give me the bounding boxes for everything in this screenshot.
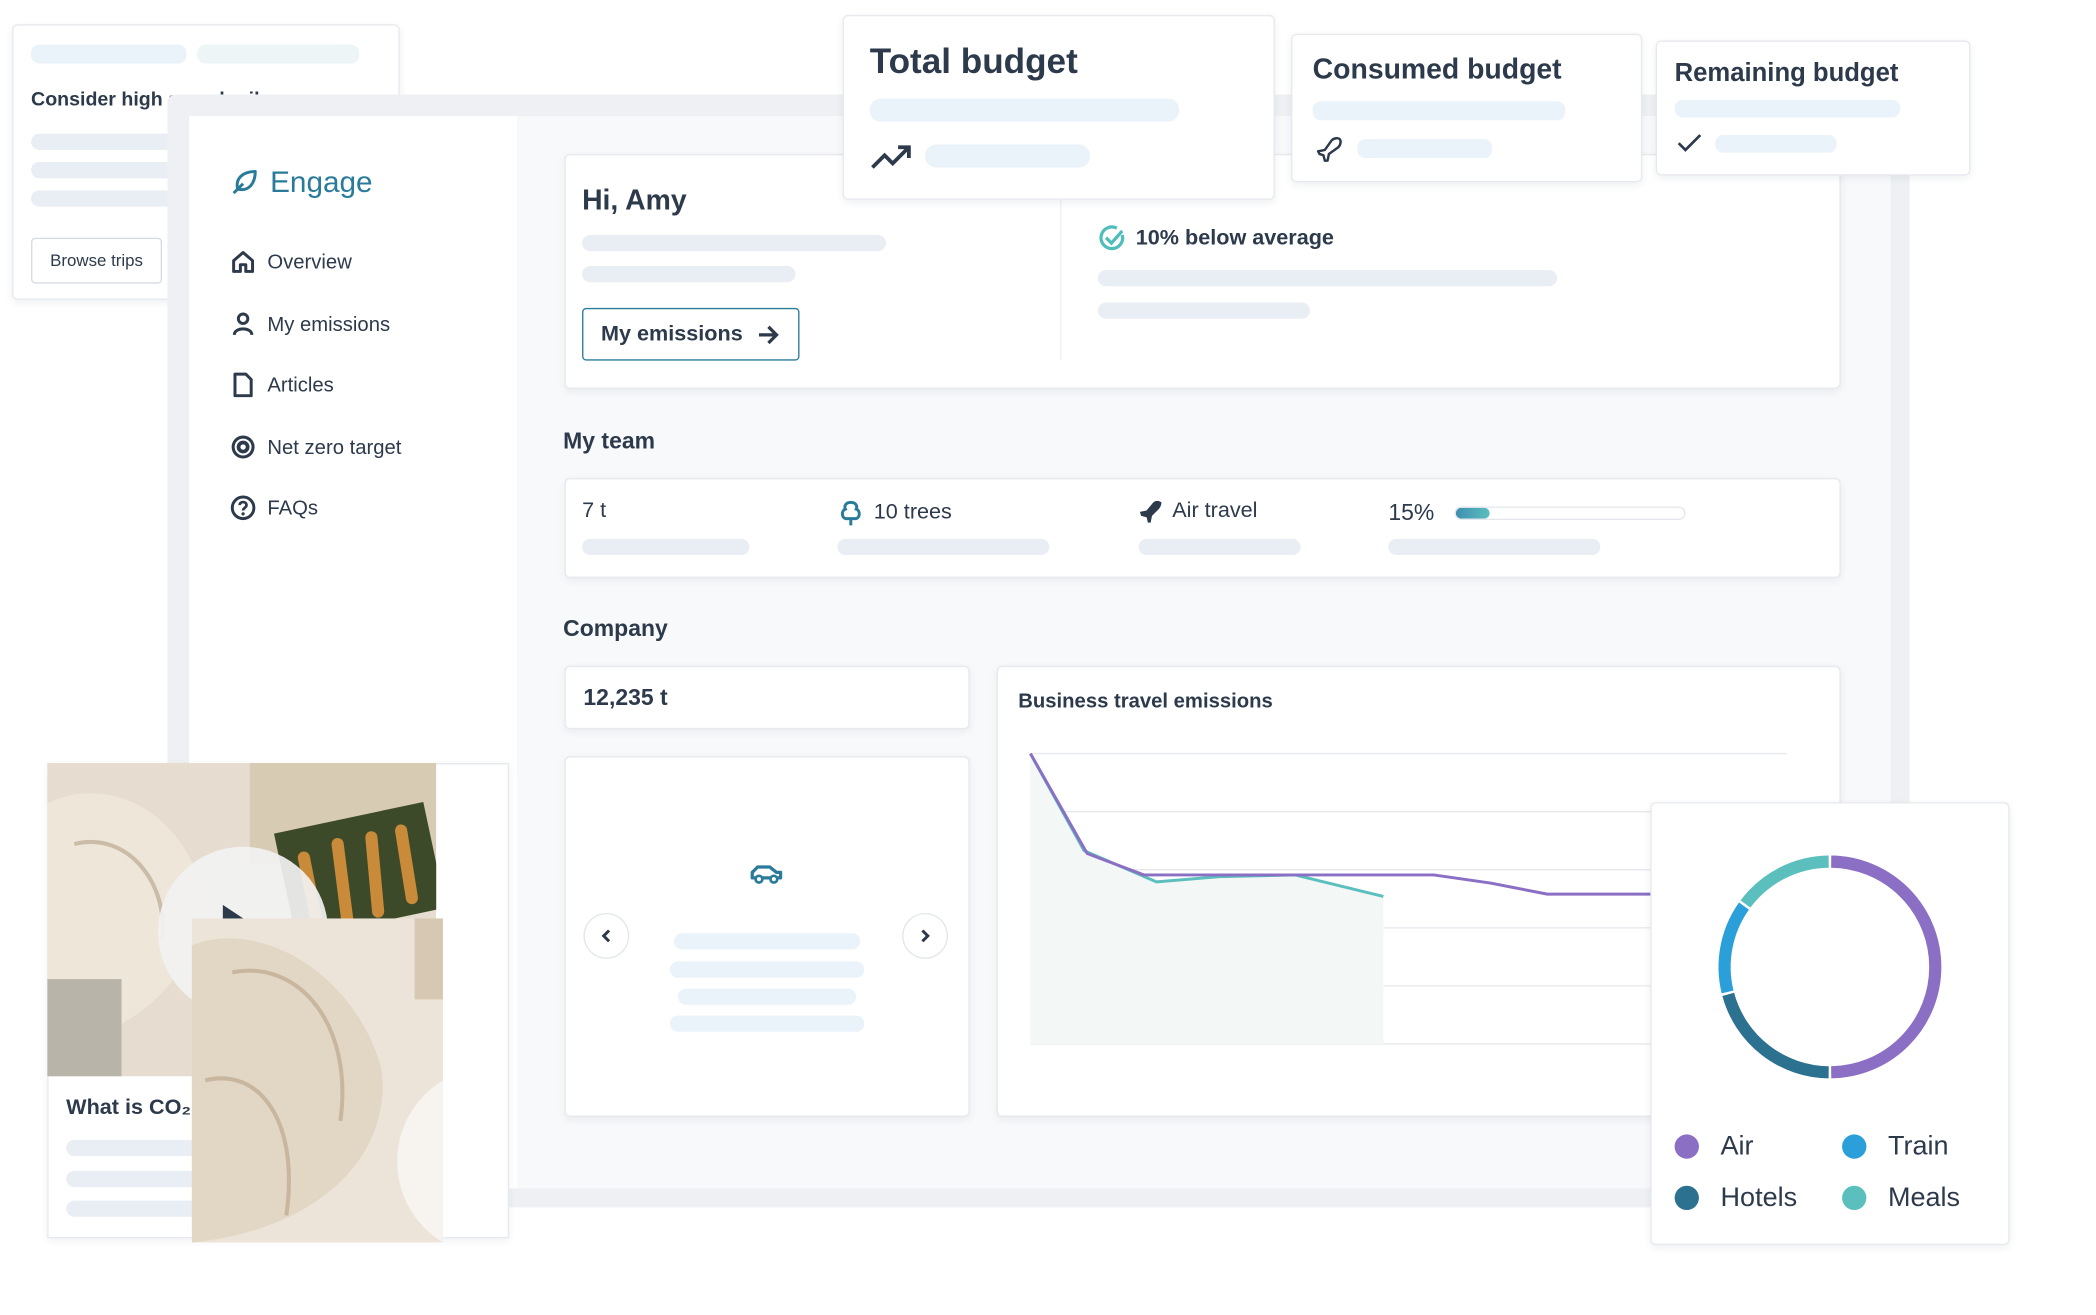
logo[interactable]: Engage <box>230 165 373 200</box>
budget-title: Consumed budget <box>1312 54 1562 86</box>
donut-segment <box>1831 855 1942 1079</box>
legend-swatch <box>1842 1134 1867 1159</box>
team-share: 15% <box>1388 500 1434 527</box>
article-title: What is CO₂ <box>66 1096 192 1120</box>
overlay-photo <box>191 918 443 1243</box>
nav-item[interactable]: My emissions <box>230 311 391 338</box>
donut-card <box>1650 802 2010 1246</box>
team-card <box>564 478 1841 579</box>
donut-chart <box>1718 855 1942 1079</box>
plane-icon <box>1316 137 1342 162</box>
stat-text: 10 trees <box>873 501 952 524</box>
file-icon <box>233 372 253 398</box>
stat-text: Air travel <box>1172 499 1258 523</box>
legend-label: Meals <box>1887 1182 1961 1213</box>
tick-icon <box>1677 134 1702 152</box>
legend-swatch <box>1842 1185 1867 1211</box>
comparison-text: 10% below average <box>1135 226 1334 250</box>
person-icon <box>232 312 254 336</box>
team-category: Air travel <box>1138 500 1257 524</box>
next-button[interactable] <box>902 912 949 959</box>
check-icon <box>1099 225 1125 251</box>
car-icon <box>750 865 783 884</box>
area <box>1030 753 1384 1044</box>
progress-fill <box>1455 507 1491 519</box>
legend-item: Air <box>1674 1121 1842 1172</box>
budget-card: Total budget <box>842 14 1275 200</box>
legend-label: Train <box>1887 1131 1949 1161</box>
nav-item[interactable]: Articles <box>230 371 334 398</box>
browse-trips-button[interactable]: Browse trips <box>31 237 163 284</box>
legend-swatch <box>1674 1185 1699 1211</box>
carousel-card <box>564 756 970 1117</box>
legend: Air Hotels Train Meals <box>1674 1121 2005 1224</box>
prev-button[interactable] <box>583 912 630 959</box>
legend-item: Meals <box>1842 1172 2004 1223</box>
chart-title: Business travel emissions <box>1018 690 1273 714</box>
nav-item[interactable]: Net zero target <box>230 434 402 461</box>
nav-label: Articles <box>267 373 334 397</box>
my-emissions-button[interactable]: My emissions <box>582 307 800 361</box>
budget-card: Remaining budget <box>1655 40 1971 176</box>
team-total: 7 t <box>582 500 606 524</box>
nav-label: FAQs <box>267 496 319 520</box>
progress-track <box>1454 506 1686 520</box>
legend-label: Air <box>1720 1131 1754 1161</box>
target-icon <box>231 435 255 459</box>
arrow-icon <box>758 324 779 344</box>
legend-item: Hotels <box>1674 1172 1842 1223</box>
budget-title: Total budget <box>869 40 1078 82</box>
plane-icon <box>1139 500 1162 523</box>
team-trees: 10 trees <box>837 500 952 527</box>
nav-item[interactable]: FAQs <box>230 494 318 521</box>
company-heading: Company <box>563 615 668 642</box>
stat-text: 15% <box>1388 499 1435 526</box>
legend-item: Train <box>1842 1121 2004 1172</box>
button-label: My emissions <box>601 322 743 346</box>
logo-icon <box>232 170 257 195</box>
chevron-right <box>921 929 930 943</box>
logo-text: Engage <box>270 164 373 199</box>
comparison: 10% below average <box>1098 224 1334 252</box>
greeting-title: Hi, Amy <box>582 185 687 217</box>
donut-segment <box>1740 855 1829 908</box>
trend-icon <box>871 145 911 169</box>
tree-icon <box>840 500 861 526</box>
help-icon <box>230 495 256 521</box>
nav-item[interactable]: Overview <box>230 248 352 275</box>
nav-label: My emissions <box>267 312 391 336</box>
chevron-left <box>601 929 611 943</box>
company-total: 12,235 t <box>583 684 668 711</box>
company-total-card: 12,235 t <box>564 665 970 730</box>
home-icon <box>232 251 255 273</box>
donut-segment <box>1722 992 1829 1079</box>
line <box>1029 752 1787 896</box>
budget-title: Remaining budget <box>1674 59 1899 88</box>
donut-segment <box>1718 902 1750 994</box>
nav-label: Net zero target <box>267 435 402 459</box>
team-heading: My team <box>563 428 656 454</box>
stat-text: 7 t <box>582 499 607 523</box>
legend-swatch <box>1674 1134 1699 1159</box>
budget-card: Consumed budget <box>1291 33 1643 183</box>
nav-label: Overview <box>267 250 352 274</box>
legend-label: Hotels <box>1720 1182 1798 1213</box>
